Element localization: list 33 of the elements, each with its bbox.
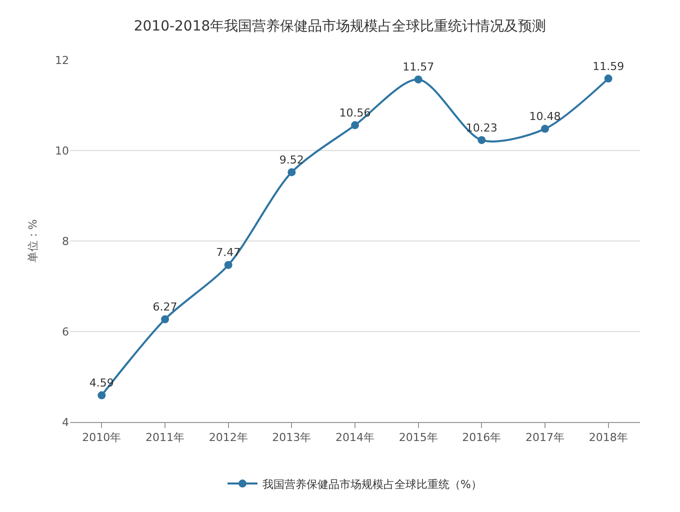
- x-tick-label: 2013年: [272, 431, 312, 444]
- point: [541, 124, 549, 133]
- x-tick-label: 2015年: [398, 431, 438, 444]
- data-label: 10.23: [466, 121, 498, 134]
- y-axis-title: 单位：%: [26, 219, 40, 263]
- x-tick-label: 2011年: [146, 431, 184, 444]
- chart-title: 2010-2018年我国营养保健品市场规模占全球比重统计情况及预测: [134, 18, 546, 34]
- y-tick-label: 4: [62, 416, 69, 429]
- point: [414, 75, 422, 84]
- point: [478, 136, 486, 144]
- data-label: 11.57: [402, 60, 434, 74]
- x-tick-label: 2010年: [82, 431, 122, 444]
- y-tick-label: 8: [62, 234, 69, 248]
- point: [161, 315, 169, 324]
- x-tick-label: 2017年: [526, 431, 564, 444]
- y-tick-label: 10: [55, 144, 69, 158]
- y-tick-label: 6: [62, 325, 69, 338]
- legend-label: 我国营养保健品市场规模占全球比重统（%）: [262, 478, 482, 491]
- x-tick-label: 2014年: [336, 431, 374, 444]
- point: [98, 391, 106, 400]
- point: [351, 121, 359, 130]
- point: [288, 168, 296, 176]
- data-label: 11.59: [592, 60, 624, 73]
- x-tick-label: 2012年: [208, 431, 248, 444]
- data-label: 10.56: [339, 106, 371, 120]
- y-tick-label: 12: [55, 54, 69, 67]
- data-label: 9.52: [279, 153, 304, 166]
- point: [604, 74, 612, 83]
- data-label: 10.48: [529, 110, 561, 124]
- point: [224, 260, 232, 269]
- x-tick-label: 2018年: [588, 431, 628, 444]
- x-tick-label: 2016年: [462, 431, 502, 444]
- data-label: 6.27: [152, 300, 178, 314]
